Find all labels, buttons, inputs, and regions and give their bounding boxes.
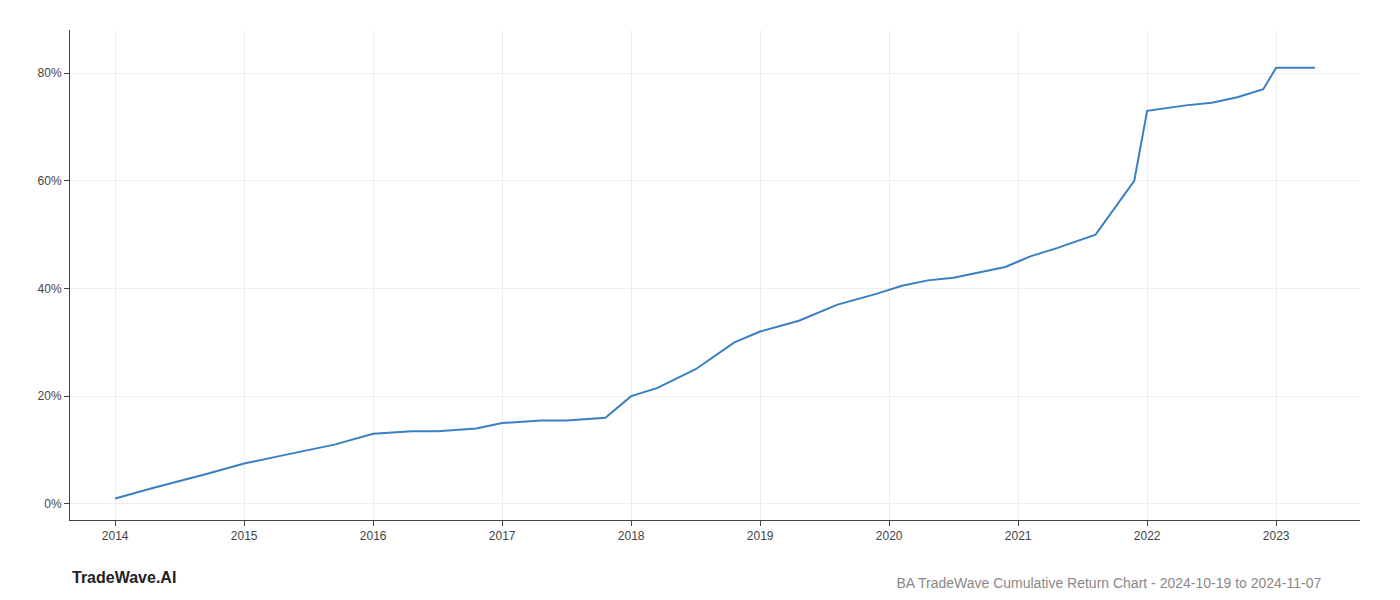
svg-text:2017: 2017 xyxy=(489,529,516,543)
svg-text:60%: 60% xyxy=(38,174,62,188)
svg-text:2020: 2020 xyxy=(876,529,903,543)
svg-text:80%: 80% xyxy=(38,66,62,80)
svg-text:2021: 2021 xyxy=(1005,529,1032,543)
svg-text:2018: 2018 xyxy=(618,529,645,543)
svg-text:20%: 20% xyxy=(38,389,62,403)
svg-text:0%: 0% xyxy=(44,497,62,511)
svg-text:TradeWave.AI: TradeWave.AI xyxy=(72,569,176,586)
svg-text:2022: 2022 xyxy=(1134,529,1161,543)
svg-text:2023: 2023 xyxy=(1263,529,1290,543)
svg-text:2014: 2014 xyxy=(102,529,129,543)
svg-text:40%: 40% xyxy=(38,282,62,296)
svg-text:2015: 2015 xyxy=(231,529,258,543)
svg-text:2019: 2019 xyxy=(747,529,774,543)
svg-text:2016: 2016 xyxy=(360,529,387,543)
svg-text:BA TradeWave Cumulative Return: BA TradeWave Cumulative Return Chart - 2… xyxy=(896,575,1321,591)
